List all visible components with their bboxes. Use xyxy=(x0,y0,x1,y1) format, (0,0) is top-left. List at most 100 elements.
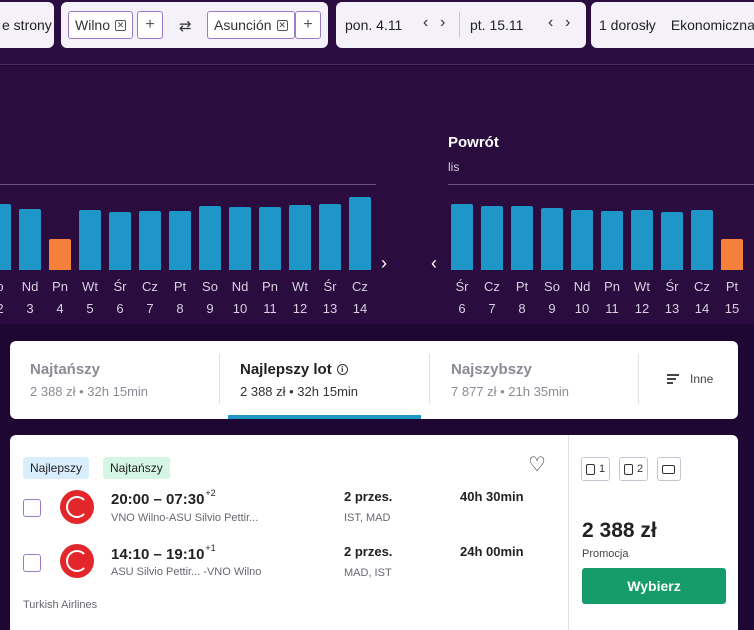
remove-origin-icon[interactable]: ✕ xyxy=(115,19,127,31)
outbound-date-label: 10 xyxy=(232,301,248,316)
return-price-bar[interactable] xyxy=(451,204,473,270)
outbound-price-bar[interactable] xyxy=(19,209,41,270)
active-tab-indicator xyxy=(228,415,421,419)
depart-next-icon[interactable]: › xyxy=(440,14,446,31)
add-origin-button[interactable]: + xyxy=(137,11,163,39)
outbound-price-bar[interactable] xyxy=(349,197,371,270)
outbound-price-bar[interactable] xyxy=(289,205,311,270)
origin-chip[interactable]: Wilno ✕ xyxy=(68,11,134,39)
return-date[interactable]: pt. 15.11 xyxy=(470,17,524,33)
return-day-label: Nd xyxy=(573,279,591,294)
return-price-bar[interactable] xyxy=(691,210,713,270)
sort-tabs: Najtańszy 2 388 zł • 32h 15min Najlepszy… xyxy=(10,341,738,419)
date-selector: pon. 4.11 ‹ › pt. 15.11 ‹ › xyxy=(336,2,586,48)
return-price-bar[interactable] xyxy=(721,239,743,270)
tab-cheapest[interactable]: Najtańszy 2 388 zł • 32h 15min xyxy=(30,341,210,419)
tab-best[interactable]: Najlepszy lot i 2 388 zł • 32h 15min xyxy=(240,341,420,419)
outbound-day-label: Cz xyxy=(142,279,158,294)
return-day-label: Cz xyxy=(694,279,710,294)
outbound-day-label: Wt xyxy=(82,279,98,294)
leg-via: MAD, IST xyxy=(344,567,392,579)
outbound-price-bar[interactable] xyxy=(259,207,281,270)
return-prev-icon[interactable]: ‹ xyxy=(548,14,554,31)
day-offset: +1 xyxy=(205,543,216,553)
outbound-price-bar[interactable] xyxy=(199,206,221,270)
return-price-bar[interactable] xyxy=(571,210,593,270)
passengers-selector[interactable]: 1 dorosły Ekonomiczna xyxy=(591,2,754,48)
outbound-day-label: Pn xyxy=(262,279,278,294)
return-price-bar[interactable] xyxy=(511,206,533,270)
flight-result-card[interactable]: Najlepszy Najtańszy ♡ 20:00 – 07:30+2 VN… xyxy=(10,435,738,630)
tab-cheapest-subtitle: 2 388 zł • 32h 15min xyxy=(30,384,149,399)
outbound-day-label: So xyxy=(202,279,218,294)
cheapest-badge: Najtańszy xyxy=(103,457,170,479)
return-prev-icon[interactable]: ‹ xyxy=(431,253,437,273)
remove-destination-icon[interactable]: ✕ xyxy=(276,19,288,31)
return-day-label: Pt xyxy=(515,279,529,294)
price-calendar: o 2 Nd 3 Pn 4 Wt 5 Śr 6 Cz 7 Pt 8 So 9 Nd 10 Pn 11 Wt 12 Śr 13 C… xyxy=(0,66,754,324)
outbound-price-bar[interactable] xyxy=(79,210,101,270)
outbound-date-label: 11 xyxy=(263,301,277,316)
return-price-bar[interactable] xyxy=(631,210,653,270)
return-price-bar[interactable] xyxy=(541,208,563,270)
outbound-date-label: 2 xyxy=(0,301,15,316)
origin-label: Wilno xyxy=(75,17,111,33)
heart-icon[interactable]: ♡ xyxy=(528,454,546,476)
return-date-label: 7 xyxy=(488,301,496,316)
info-icon[interactable]: i xyxy=(336,364,348,375)
leg-stops: 2 przes. xyxy=(344,489,393,504)
leg-checkbox[interactable] xyxy=(23,499,41,517)
outbound-date-label: 14 xyxy=(352,301,368,316)
return-day-label: So xyxy=(544,279,560,294)
return-price-bar[interactable] xyxy=(601,211,623,270)
return-price-bar[interactable] xyxy=(481,206,503,270)
best-badge: Najlepszy xyxy=(23,457,90,479)
outbound-price-bar[interactable] xyxy=(139,211,161,270)
leg-route: VNO Wilno-ASU Silvio Pettir... xyxy=(111,512,259,524)
return-axis-line xyxy=(448,184,754,185)
return-date-label: 8 xyxy=(518,301,526,316)
depart-date[interactable]: pon. 4.11 xyxy=(345,17,403,33)
outbound-next-icon[interactable]: › xyxy=(381,253,387,273)
return-next-icon[interactable]: › xyxy=(565,14,571,31)
return-day-label: Cz xyxy=(484,279,500,294)
day-offset: +2 xyxy=(205,488,216,498)
outbound-price-bar[interactable] xyxy=(49,239,71,270)
outbound-date-label: 9 xyxy=(206,301,214,316)
date-divider xyxy=(459,12,460,38)
outbound-day-label: o xyxy=(0,279,15,294)
return-price-bar[interactable] xyxy=(661,212,683,270)
leg-checkbox[interactable] xyxy=(23,554,41,572)
outbound-price-bar[interactable] xyxy=(169,211,191,270)
outbound-day-label: Cz xyxy=(352,279,368,294)
tab-other[interactable]: Inne xyxy=(690,372,714,386)
turkish-airlines-logo-icon xyxy=(60,544,94,578)
carry-on-count: 2 xyxy=(637,463,644,475)
return-date-label: 6 xyxy=(458,301,466,316)
outbound-price-bar[interactable] xyxy=(0,204,11,270)
return-date-label: 10 xyxy=(574,301,590,316)
add-destination-button[interactable]: + xyxy=(295,11,321,39)
outbound-day-label: Wt xyxy=(292,279,308,294)
outbound-price-bar[interactable] xyxy=(109,212,131,270)
tab-cheapest-title: Najtańszy xyxy=(30,361,101,378)
outbound-price-bar[interactable] xyxy=(319,204,341,270)
destination-label: Asunción xyxy=(214,17,272,33)
destination-chip[interactable]: Asunción ✕ xyxy=(207,11,295,39)
depart-prev-icon[interactable]: ‹ xyxy=(423,14,429,31)
fare-info-badge[interactable] xyxy=(657,457,681,481)
tab-best-label: Najlepszy lot xyxy=(240,361,332,378)
outbound-date-label: 12 xyxy=(292,301,308,316)
outbound-price-bar[interactable] xyxy=(229,207,251,270)
swap-icon[interactable]: ⇄ xyxy=(179,18,192,35)
select-button[interactable]: Wybierz xyxy=(582,568,726,604)
return-date-label: 12 xyxy=(634,301,650,316)
leg-times-text: 20:00 – 07:30 xyxy=(111,491,205,508)
outbound-day-label: Nd xyxy=(21,279,39,294)
outbound-day-label: Nd xyxy=(231,279,249,294)
sort-lines-icon[interactable] xyxy=(667,374,679,386)
trip-type-selector[interactable]: e strony xyxy=(0,2,54,48)
tab-divider xyxy=(219,354,220,404)
tab-fastest[interactable]: Najszybszy 7 877 zł • 21h 35min xyxy=(451,341,631,419)
tab-fastest-subtitle: 7 877 zł • 21h 35min xyxy=(451,384,570,399)
